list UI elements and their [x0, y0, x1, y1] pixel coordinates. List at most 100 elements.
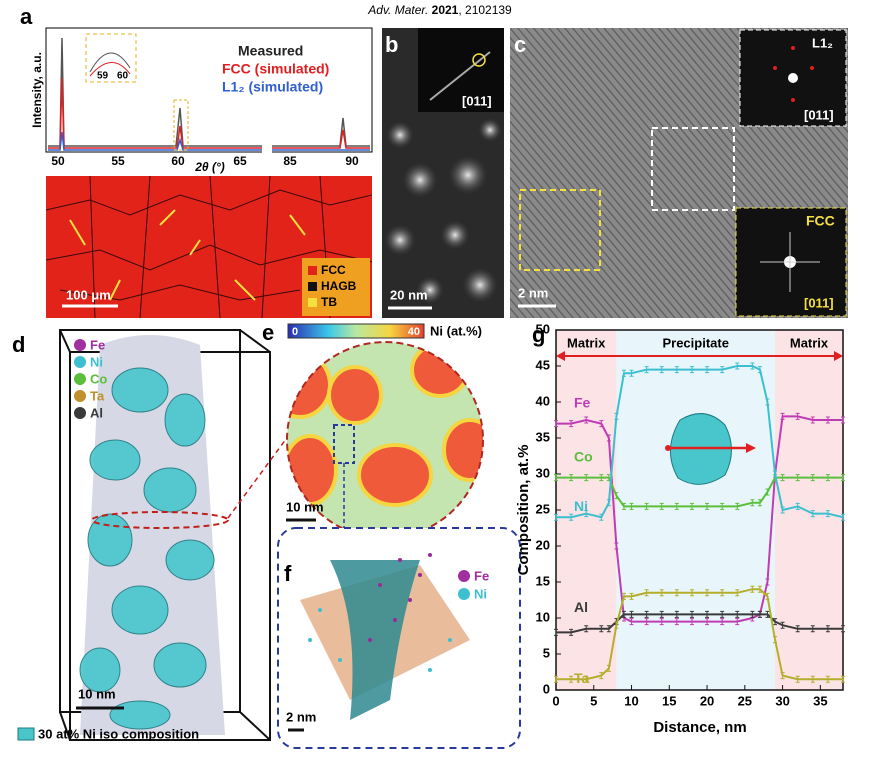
- region-label: Matrix: [567, 335, 606, 350]
- error-bar: [773, 470, 778, 478]
- panel-d: d Fe Ni Co Ta Al 10 nm 30 at% Ni iso com…: [12, 329, 301, 741]
- error-bar: [584, 416, 589, 424]
- panel-a: 59 60 a Measured FCC (simulated) L1₂ (si…: [20, 4, 373, 319]
- error-bar: [644, 610, 649, 618]
- map-legend-item: FCC: [321, 263, 346, 277]
- error-bar: [795, 502, 800, 510]
- x-tick-label: 65: [233, 154, 247, 168]
- error-bar: [629, 502, 634, 510]
- l12-curve: [48, 131, 370, 151]
- y-tick-label: 40: [536, 393, 550, 408]
- error-bar: [606, 499, 611, 507]
- x-tick-label: 15: [662, 693, 676, 708]
- inset-title: L1₂: [812, 35, 833, 50]
- panel-label: f: [284, 561, 292, 586]
- error-bar: [569, 628, 574, 636]
- error-bar: [554, 675, 558, 683]
- error-bar: [720, 618, 725, 626]
- error-bar: [795, 625, 800, 633]
- error-bar: [795, 675, 800, 683]
- error-bar: [569, 474, 574, 482]
- x-tick-label: 20: [700, 693, 714, 708]
- x-tick-label: 30: [775, 693, 789, 708]
- iso-label: 30 at% Ni iso composition: [38, 726, 199, 741]
- error-bar: [841, 416, 845, 424]
- legend-swatch: [308, 266, 317, 275]
- error-bar: [773, 618, 778, 626]
- error-bar: [720, 366, 725, 374]
- colorbar-label: Ni (at.%): [430, 323, 482, 338]
- error-bar: [644, 618, 649, 626]
- inset-curve: [89, 52, 131, 73]
- y-axis-label: Composition, at.%: [515, 445, 532, 576]
- error-bar: [554, 474, 558, 482]
- error-bar: [780, 474, 785, 482]
- scale-bar-label: 100 μm: [66, 287, 111, 302]
- header: Adv. Mater. 2021, 2102139: [367, 3, 512, 17]
- error-bar: [606, 664, 611, 672]
- error-bar: [780, 621, 785, 629]
- error-bar: [750, 585, 755, 593]
- series-label: Ni: [574, 498, 588, 514]
- error-bar: [629, 592, 634, 600]
- x-tick-label: 50: [51, 154, 65, 168]
- panel-f: f Fe Ni 2 nm: [277, 527, 521, 749]
- error-bar: [705, 618, 710, 626]
- series-line: [556, 588, 843, 681]
- zone-axis: [011]: [804, 295, 834, 310]
- error-bar: [569, 420, 574, 428]
- error-bar: [674, 610, 679, 618]
- error-bar: [705, 610, 710, 618]
- box: [59, 329, 271, 741]
- x-tick-label: 55: [111, 154, 125, 168]
- error-bar: [599, 625, 604, 633]
- error-bar: [705, 366, 710, 374]
- y-tick-label: 0: [543, 681, 550, 696]
- error-bar: [757, 585, 762, 593]
- zone-axis: [011]: [462, 93, 492, 108]
- inset-title: FCC: [806, 213, 835, 229]
- panel-e: e 0 40 Ni (at.%) 10 nm: [262, 320, 484, 539]
- error-bar: [621, 369, 626, 377]
- error-bar: [780, 412, 785, 420]
- error-bar: [720, 589, 725, 597]
- error-bar: [689, 618, 694, 626]
- error-bar: [689, 366, 694, 374]
- legend-item: Fe: [90, 337, 105, 352]
- error-bar: [825, 675, 830, 683]
- error-bar: [599, 513, 604, 521]
- x-tick-label: 85: [283, 154, 297, 168]
- map-legend-item: TB: [321, 295, 337, 309]
- y-tick-label: 50: [536, 321, 550, 336]
- panel-c: c L1₂ [011] FCC [011] 2 nm: [510, 28, 848, 318]
- error-bar: [689, 502, 694, 510]
- y-tick-label: 45: [536, 357, 550, 372]
- error-bar: [644, 502, 649, 510]
- error-bar: [584, 474, 589, 482]
- region-label: Matrix: [790, 335, 829, 350]
- x-axis-label: Distance, nm: [653, 719, 746, 736]
- error-bar: [606, 434, 611, 442]
- panel-label: e: [262, 320, 274, 345]
- panel-label: a: [20, 4, 33, 29]
- error-bar: [780, 672, 785, 680]
- error-bar: [621, 592, 626, 600]
- error-bar: [629, 369, 634, 377]
- region-label: Precipitate: [662, 335, 728, 350]
- error-bar: [757, 610, 762, 618]
- error-bar: [795, 412, 800, 420]
- article: 2102139: [465, 3, 512, 17]
- year: 2021: [432, 3, 459, 17]
- error-bar: [659, 618, 664, 626]
- legend-item: Ni: [474, 586, 487, 601]
- error-bar: [569, 675, 574, 683]
- error-bar: [735, 362, 740, 370]
- legend-swatch: [308, 282, 317, 291]
- journal: Adv. Mater.: [367, 3, 428, 17]
- error-bar: [720, 610, 725, 618]
- profile-arrow-tail: [665, 445, 671, 451]
- scale-bar-label: 20 nm: [390, 287, 428, 302]
- fft-inset: [735, 207, 847, 317]
- error-bar: [765, 610, 770, 618]
- zoom-box: [173, 99, 189, 151]
